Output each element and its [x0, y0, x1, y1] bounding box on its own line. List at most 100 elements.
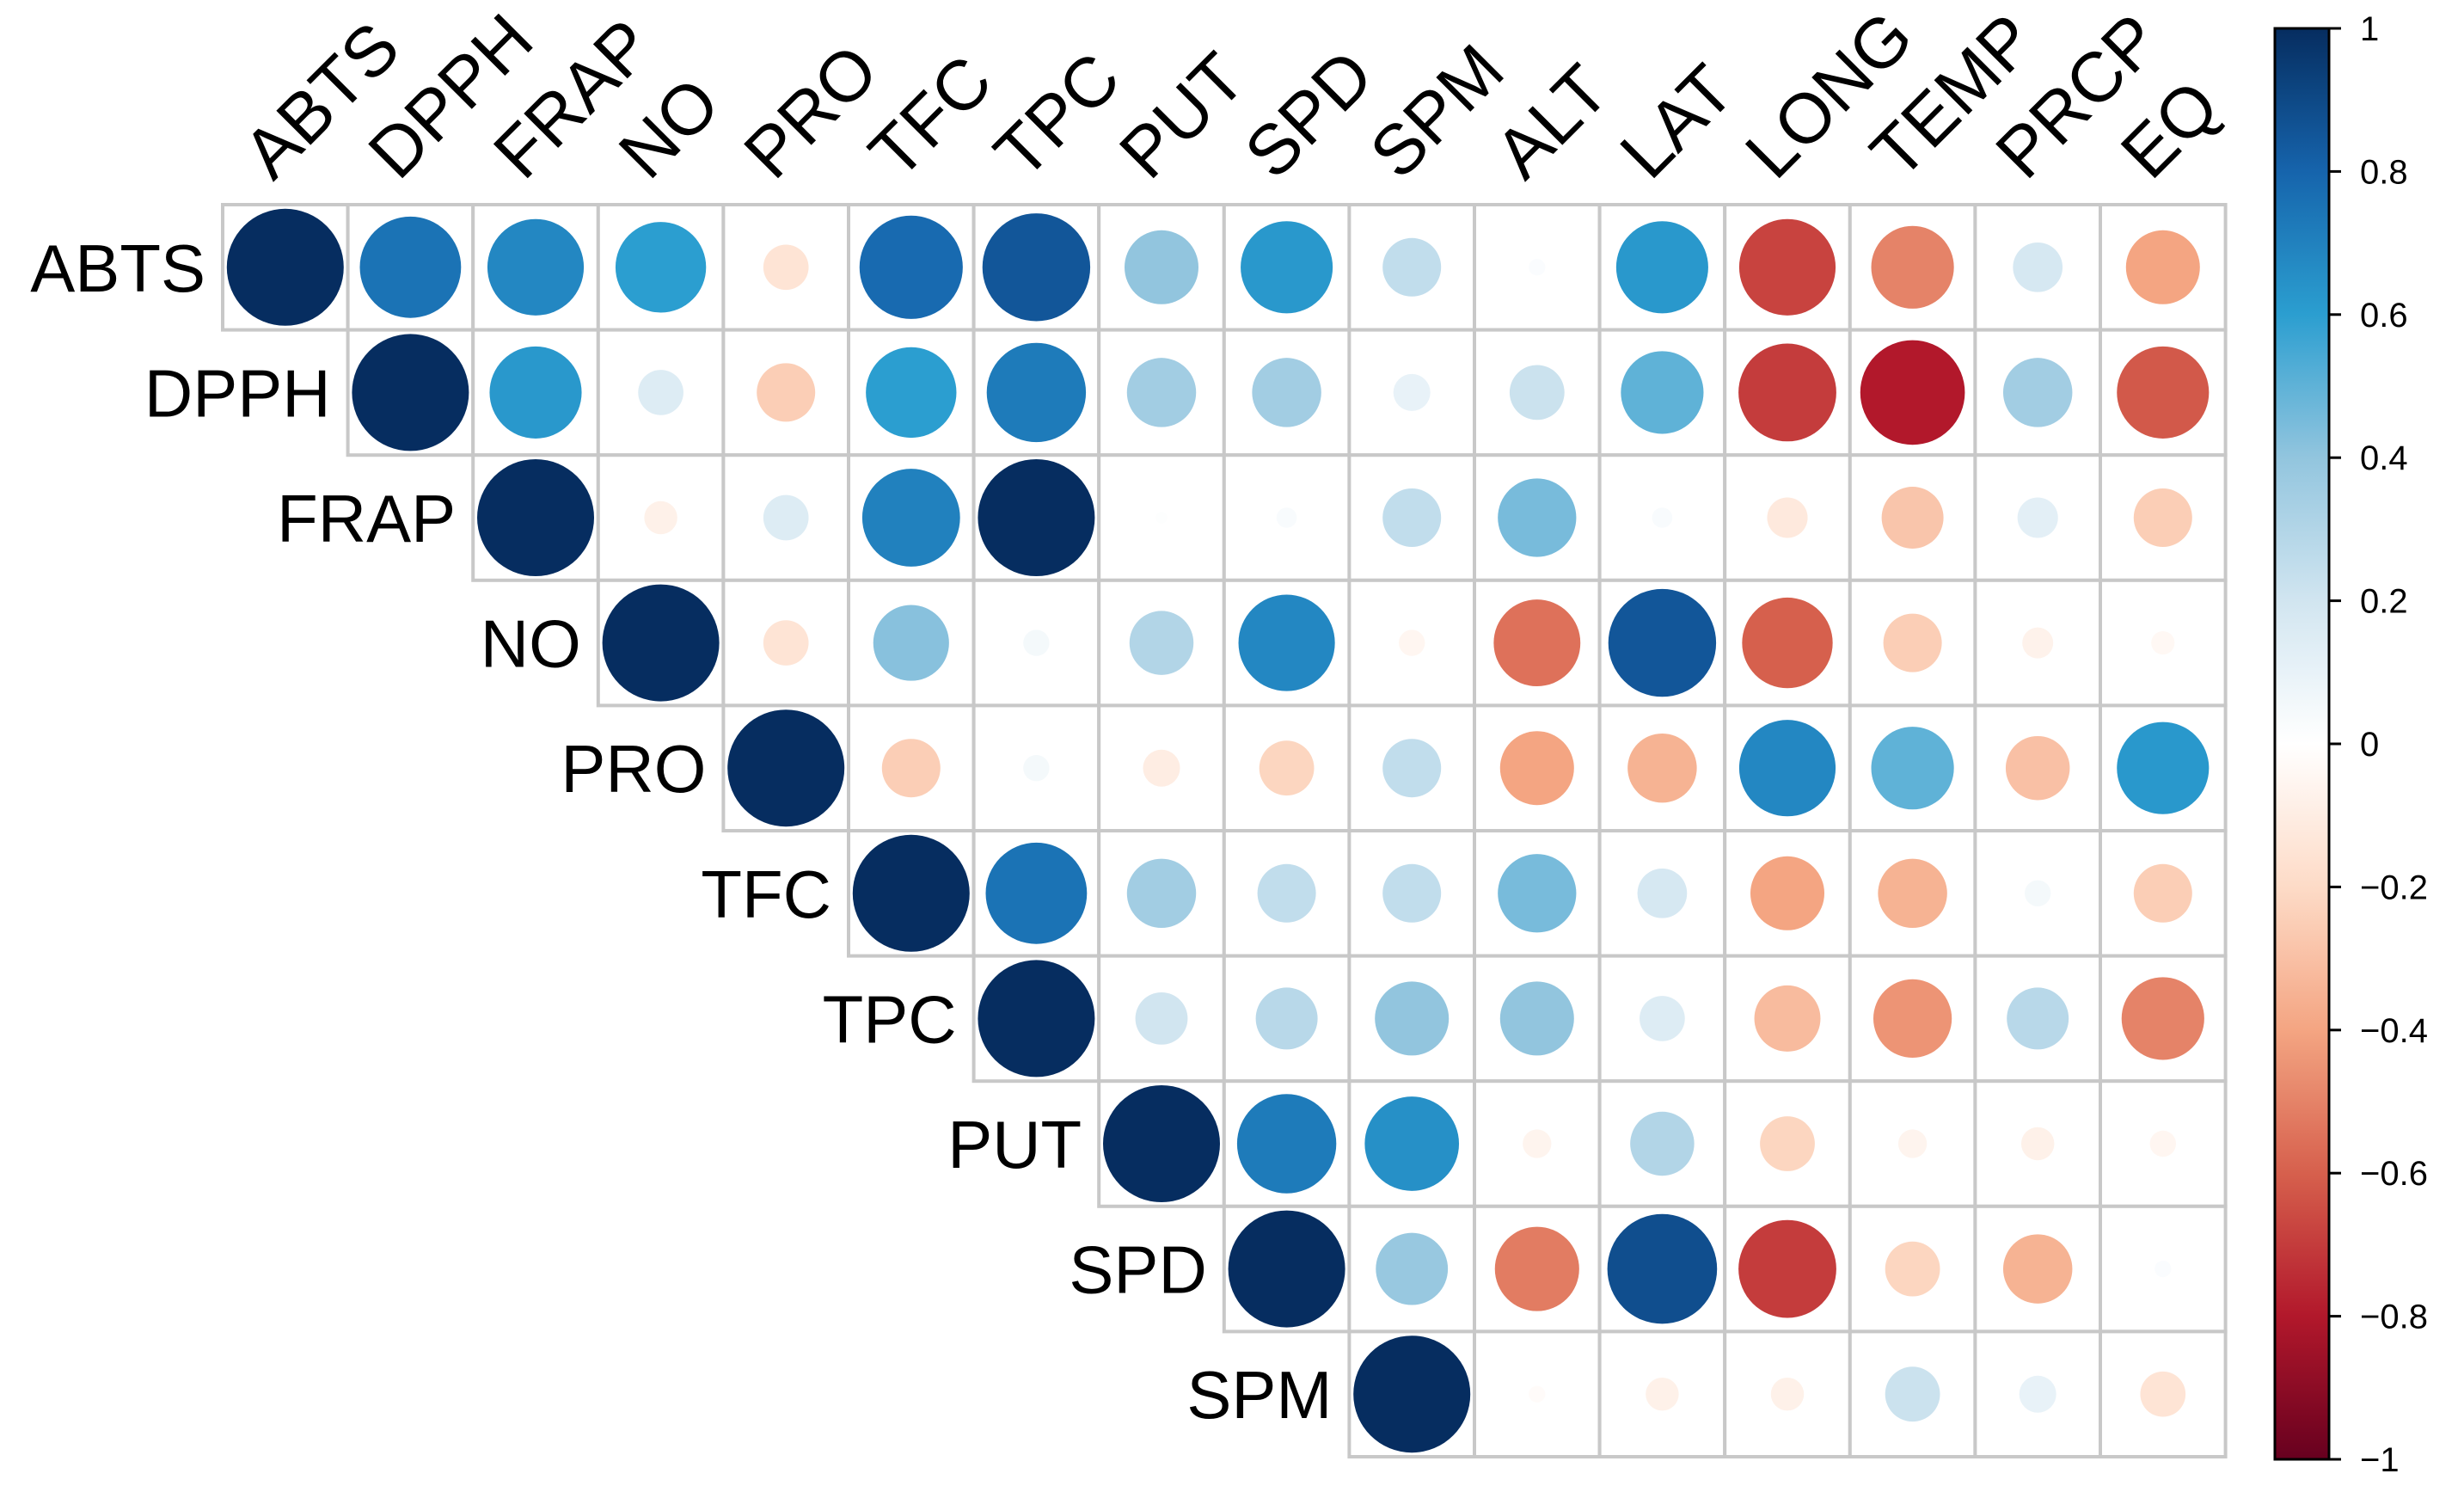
corr-circle-tpc-temp	[1873, 979, 1952, 1059]
corr-circle-abts-tpc	[982, 213, 1091, 322]
row-label-abts: ABTS	[30, 230, 205, 306]
corr-circle-tfc-spd	[1257, 863, 1316, 923]
corr-circle-abts-put	[1124, 230, 1199, 304]
column-label-pro: PRO	[730, 30, 893, 193]
corr-circle-dpph-spm	[1393, 373, 1431, 411]
row-label-tpc: TPC	[823, 981, 957, 1057]
colorbar-tick-label: 0.2	[2360, 583, 2408, 621]
corr-circle-dpph-long	[1738, 343, 1836, 442]
corr-circle-abts-spm	[1382, 237, 1442, 297]
corr-circle-no-alt	[1493, 599, 1581, 687]
column-label-spd: SPD	[1230, 35, 1388, 193]
corr-circle-pro-spd	[1259, 740, 1315, 796]
corr-circle-abts-lat	[1615, 221, 1708, 314]
corr-circle-tfc-lat	[1637, 868, 1688, 918]
corr-circle-abts-no	[615, 222, 707, 313]
corr-circle-dpph-lat	[1621, 351, 1704, 434]
corr-circle-dpph-spd	[1252, 358, 1321, 427]
corr-circle-tfc-tpc	[985, 842, 1088, 944]
corr-circle-no-tfc	[873, 605, 949, 681]
corr-circle-spm-spm	[1353, 1335, 1471, 1453]
corr-circle-spd-spm	[1376, 1232, 1449, 1305]
corr-circle-frap-prcp	[2017, 497, 2058, 538]
corr-circle-abts-prcp	[2013, 242, 2063, 292]
corr-circle-frap-long	[1767, 497, 1808, 538]
corr-circle-dpph-no	[638, 370, 683, 415]
corr-circle-frap-tpc	[978, 459, 1095, 576]
colorbar-tick-label: −0.8	[2360, 1299, 2428, 1336]
corr-circle-tfc-spm	[1382, 863, 1442, 923]
corr-circle-put-eq	[2149, 1130, 2177, 1157]
corr-circle-no-eq	[2151, 631, 2175, 655]
corr-circle-tfc-temp	[1878, 858, 1947, 929]
corr-circle-tfc-tfc	[852, 834, 970, 952]
grid-cell	[1097, 203, 1226, 332]
corr-circle-abts-pro	[763, 244, 809, 291]
colorbar-tick-label: −0.4	[2360, 1012, 2428, 1050]
corr-circle-tpc-prcp	[2007, 987, 2069, 1050]
corr-circle-pro-pro	[727, 709, 845, 827]
corr-circle-spd-temp	[1885, 1241, 1940, 1297]
corr-circle-put-temp	[1897, 1129, 1928, 1158]
corr-circle-pro-prcp	[2005, 735, 2070, 801]
corr-circle-no-long	[1742, 597, 1833, 689]
corr-circle-spm-eq	[2140, 1371, 2186, 1417]
row-label-pro: PRO	[561, 731, 706, 807]
circle-layer	[226, 208, 2210, 1453]
corr-circle-tfc-alt	[1498, 854, 1577, 933]
corr-circle-spd-eq	[2154, 1260, 2172, 1278]
corr-circle-dpph-prcp	[2002, 358, 2073, 427]
row-label-put: PUT	[947, 1107, 1082, 1182]
corr-circle-frap-frap	[477, 459, 594, 576]
corr-circle-frap-pro	[763, 494, 809, 541]
corr-circle-no-prcp	[2022, 627, 2054, 659]
column-label-lat: LAT	[1606, 50, 1749, 193]
column-label-spm: SPM	[1356, 30, 1519, 193]
corr-circle-abts-tfc	[859, 215, 963, 319]
corr-circle-tfc-long	[1750, 856, 1825, 930]
corr-circle-no-temp	[1883, 613, 1942, 672]
corr-circle-no-no	[602, 584, 720, 702]
column-label-tpc: TPC	[980, 38, 1135, 193]
corr-circle-pro-alt	[1499, 731, 1574, 806]
corr-circle-tpc-tpc	[978, 960, 1095, 1078]
corr-circle-tfc-eq	[2133, 863, 2192, 923]
grid-cell	[1597, 829, 1727, 958]
corr-circle-pro-tfc	[881, 739, 941, 798]
corr-circle-pro-long	[1738, 720, 1836, 817]
corr-circle-dpph-temp	[1860, 340, 1965, 445]
corr-circle-abts-temp	[1871, 225, 1954, 309]
corr-circle-pro-lat	[1627, 733, 1697, 803]
corr-circle-spm-temp	[1885, 1366, 1940, 1422]
corr-circle-tpc-spd	[1255, 987, 1318, 1050]
corr-circle-dpph-put	[1126, 358, 1197, 427]
corr-circle-no-pro	[763, 620, 809, 666]
row-label-spm: SPM	[1186, 1357, 1332, 1433]
corr-circle-spd-prcp	[2002, 1234, 2073, 1304]
corr-circle-frap-alt	[1498, 478, 1577, 557]
corr-circle-no-lat	[1608, 588, 1717, 697]
colorbar: 1 0.8 0.6 0.4 0.2 0 −0.2 −0.4 −0.6 −0.8 −1	[2273, 10, 2428, 1479]
colorbar-tick-label: 0.4	[2360, 439, 2408, 477]
corr-circle-tpc-alt	[1499, 981, 1574, 1056]
corr-circle-tfc-put	[1126, 858, 1197, 929]
corr-circle-dpph-dpph	[352, 334, 469, 451]
row-label-frap: FRAP	[277, 481, 456, 556]
corr-circle-abts-alt	[1529, 259, 1546, 276]
corr-circle-dpph-frap	[489, 346, 582, 439]
corr-circle-no-spd	[1238, 594, 1335, 691]
corr-circle-spm-prcp	[2019, 1375, 2056, 1413]
corr-circle-no-put	[1129, 611, 1194, 675]
corr-circle-spm-lat	[1646, 1377, 1679, 1411]
corr-circle-abts-abts	[226, 208, 344, 326]
corr-circle-dpph-tpc	[986, 342, 1087, 443]
corr-circle-tpc-put	[1135, 992, 1188, 1045]
corr-circle-tpc-eq	[2121, 977, 2204, 1060]
corr-circle-frap-spm	[1382, 488, 1442, 547]
column-label-tfc: TFC	[855, 41, 1007, 193]
corr-circle-frap-no	[644, 500, 677, 535]
corr-circle-abts-dpph	[359, 216, 462, 318]
corr-circle-frap-tfc	[861, 469, 960, 567]
row-label-dpph: DPPH	[144, 355, 331, 431]
